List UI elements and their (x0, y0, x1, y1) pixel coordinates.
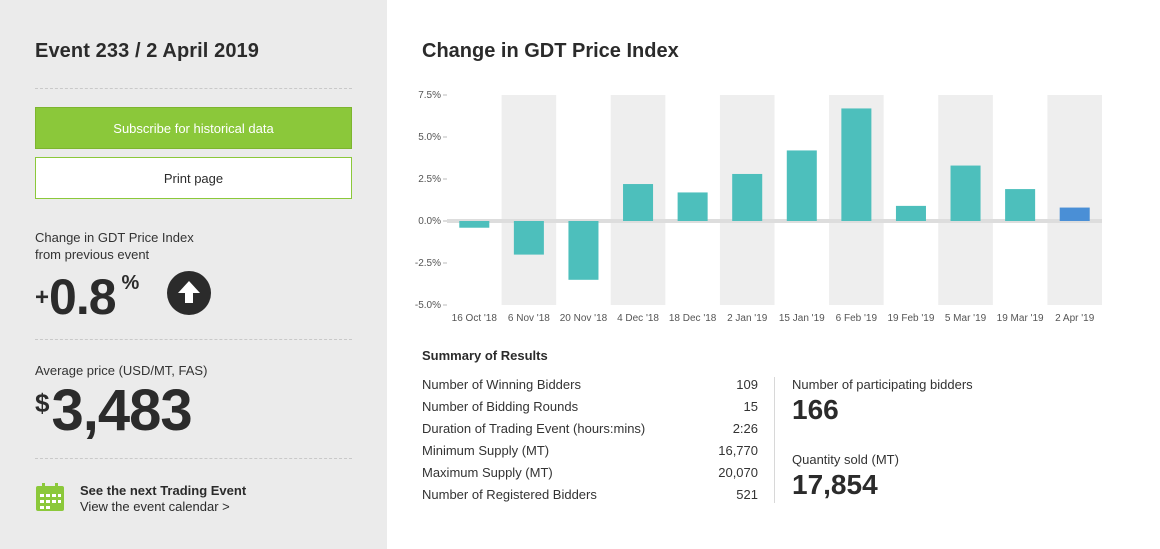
chart-bar (841, 108, 872, 221)
event-calendar-link[interactable]: View the event calendar > (80, 499, 230, 514)
summary-row-label: Maximum Supply (MT) (422, 465, 553, 480)
y-tick-label: 2.5% (418, 174, 441, 185)
chart-bar (732, 173, 763, 221)
chart-bar (1005, 189, 1036, 221)
chart-bar (568, 221, 599, 280)
summary-row: Minimum Supply (MT) 16,770 (422, 443, 758, 463)
summary-row-value: 15 (743, 399, 758, 414)
summary-title: Summary of Results (422, 348, 548, 363)
summary-row-value: 521 (736, 487, 758, 502)
x-tick-label: 4 Dec '18 (617, 313, 659, 324)
chart-title: Change in GDT Price Index (422, 40, 679, 62)
event-title: Event 233 / 2 April 2019 (35, 40, 260, 62)
chart-band (501, 95, 557, 305)
divider (35, 339, 352, 340)
y-tick-label: 7.5% (418, 90, 441, 101)
price-currency: $ (35, 388, 50, 418)
chart-bar (786, 150, 817, 221)
change-label: Change in GDT Price Index from previous … (35, 229, 194, 263)
change-value: + 0.8 % (35, 268, 139, 326)
arrow-up-icon (167, 271, 211, 315)
calendar-icon[interactable] (35, 482, 65, 512)
chart-bar (623, 184, 654, 221)
chart-bar (459, 221, 490, 228)
subscribe-button[interactable]: Subscribe for historical data (35, 107, 352, 149)
change-label-line2: from previous event (35, 247, 150, 262)
chart-bar (950, 165, 981, 221)
sidebar: Event 233 / 2 April 2019 Subscribe for h… (0, 0, 387, 549)
next-event-title: See the next Trading Event (80, 483, 247, 498)
change-label-line1: Change in GDT Price Index (35, 230, 194, 245)
summary-row-value: 16,770 (718, 443, 758, 458)
x-tick-label: 2 Jan '19 (727, 313, 768, 324)
x-tick-label: 15 Jan '19 (779, 313, 825, 324)
summary-row: Duration of Trading Event (hours:mins) 2… (422, 421, 758, 441)
print-button[interactable]: Print page (35, 157, 352, 199)
summary-row-value: 2:26 (732, 421, 758, 436)
summary-row-label: Minimum Supply (MT) (422, 443, 550, 458)
x-tick-label: 2 Apr '19 (1055, 313, 1095, 324)
divider (35, 458, 352, 459)
quantity-sold-label: Quantity sold (MT) (792, 452, 899, 467)
change-number: 0.8 (49, 269, 117, 325)
chart-bar (513, 221, 544, 255)
summary-row: Maximum Supply (MT) 20,070 (422, 465, 758, 485)
price-index-chart: 7.5% 5.0% 2.5% 0.0% -2.5% -5.0% 16 Oct '18 6 No… (415, 90, 1102, 324)
summary-row-value: 20,070 (718, 465, 758, 480)
chart-bar (895, 205, 926, 221)
participating-bidders-label: Number of participating bidders (792, 377, 973, 392)
x-tick-label: 5 Mar '19 (945, 313, 987, 324)
divider (35, 88, 352, 89)
zero-line (447, 219, 1102, 223)
summary-divider (774, 377, 775, 503)
summary-row: Number of Bidding Rounds 15 (422, 399, 758, 419)
price-label: Average price (USD/MT, FAS) (35, 363, 208, 378)
summary-row-label: Number of Winning Bidders (422, 377, 581, 392)
y-tick-label: 5.0% (418, 132, 441, 143)
y-tick-label: -2.5% (415, 258, 441, 269)
change-unit: % (121, 272, 140, 294)
summary-row-value: 109 (736, 377, 758, 392)
summary-row-label: Number of Registered Bidders (422, 487, 597, 502)
x-tick-label: 19 Feb '19 (887, 313, 934, 324)
y-tick-label: -5.0% (415, 300, 441, 311)
participating-bidders-value: 166 (792, 394, 839, 425)
quantity-sold-value: 17,854 (792, 469, 878, 500)
summary-row: Number of Winning Bidders 109 (422, 377, 758, 397)
price-value: $ 3,483 (35, 378, 193, 443)
change-sign: + (35, 284, 50, 311)
x-tick-label: 19 Mar '19 (997, 313, 1044, 324)
x-tick-label: 16 Oct '18 (452, 313, 498, 324)
y-tick-label: 0.0% (418, 216, 441, 227)
price-number: 3,483 (51, 378, 192, 443)
chart-band (1047, 95, 1102, 305)
summary-row-label: Number of Bidding Rounds (422, 399, 579, 414)
x-tick-label: 6 Feb '19 (836, 313, 878, 324)
x-tick-label: 6 Nov '18 (508, 313, 550, 324)
summary-row: Number of Registered Bidders 521 (422, 487, 758, 507)
summary-row-label: Duration of Trading Event (hours:mins) (422, 421, 646, 436)
chart-bar (1059, 207, 1090, 221)
x-tick-label: 18 Dec '18 (669, 313, 717, 324)
chart-bar (677, 192, 708, 221)
x-tick-label: 20 Nov '18 (560, 313, 608, 324)
